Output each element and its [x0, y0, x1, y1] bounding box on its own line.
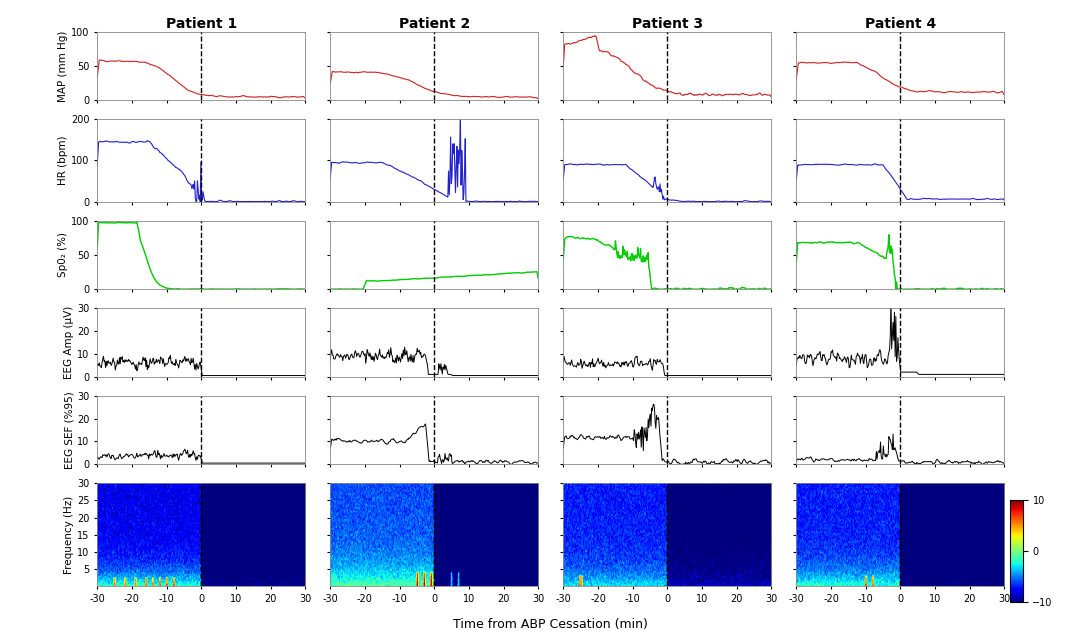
Y-axis label: EEG SEF (%95): EEG SEF (%95): [65, 391, 75, 469]
Y-axis label: HR (bpm): HR (bpm): [58, 136, 68, 185]
Y-axis label: MAP (mm Hg): MAP (mm Hg): [58, 31, 68, 102]
Y-axis label: EEG Amp (μV): EEG Amp (μV): [65, 306, 75, 379]
Title: Patient 1: Patient 1: [165, 17, 237, 31]
Title: Patient 4: Patient 4: [865, 17, 936, 31]
Text: Time from ABP Cessation (min): Time from ABP Cessation (min): [454, 618, 648, 631]
Title: Patient 2: Patient 2: [399, 17, 470, 31]
Y-axis label: Frequency (Hz): Frequency (Hz): [65, 496, 75, 574]
Y-axis label: Sp0₂ (%): Sp0₂ (%): [58, 233, 68, 277]
Title: Patient 3: Patient 3: [632, 17, 703, 31]
